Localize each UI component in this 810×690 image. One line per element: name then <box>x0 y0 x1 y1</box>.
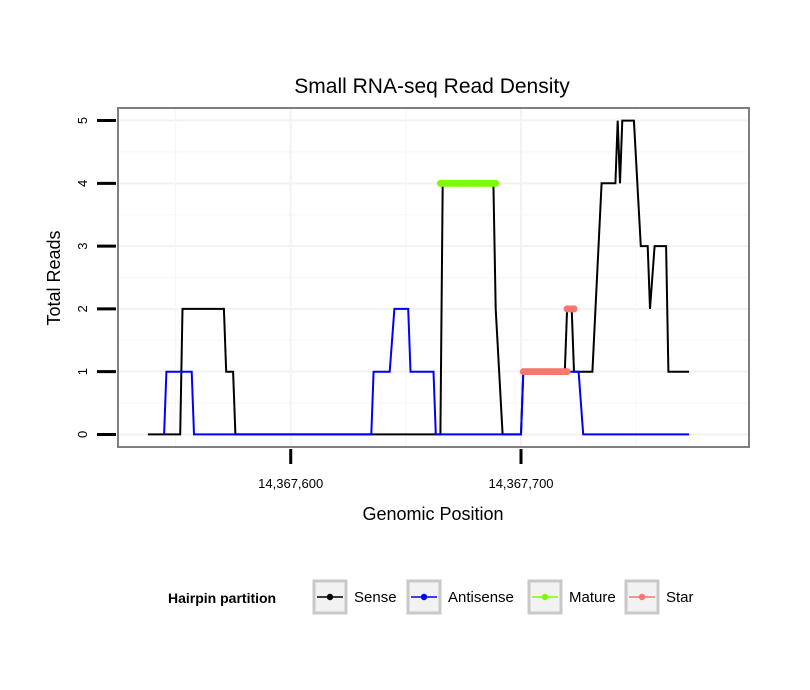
chart-title: Small RNA-seq Read Density <box>294 75 570 98</box>
legend-key-point <box>420 593 428 601</box>
y-tick-label: 4 <box>75 180 90 187</box>
x-axis-title: Genomic Position <box>362 504 503 524</box>
legend-item-mature: Mature <box>527 579 616 615</box>
legend-item-star: Star <box>624 579 694 615</box>
data-point-star <box>570 305 578 313</box>
data-point-mature <box>492 179 500 187</box>
legend-label: Star <box>666 589 694 606</box>
legend-label: Antisense <box>448 589 514 606</box>
series-layer <box>147 119 690 436</box>
y-tick-label: 5 <box>75 117 90 124</box>
legend-key-point <box>326 593 334 601</box>
legend-item-sense: Sense <box>312 579 397 615</box>
y-tick-label: 3 <box>75 242 90 249</box>
y-tick-label: 1 <box>75 368 90 375</box>
y-tick-label: 0 <box>75 431 90 438</box>
legend-label: Mature <box>569 589 616 606</box>
legend-title: Hairpin partition <box>168 590 276 606</box>
legend-key-point <box>638 593 646 601</box>
legend: Hairpin partition Sense Antisense Mature St… <box>168 579 694 615</box>
legend-label: Sense <box>354 589 397 606</box>
x-tick-label: 14,367,600 <box>258 476 323 491</box>
x-tick-label: 14,367,700 <box>488 476 553 491</box>
data-point-star <box>563 368 571 376</box>
y-tick-label: 2 <box>75 305 90 312</box>
axes: 0 1 2 3 4 5 14,367,600 14,367,700 <box>75 117 554 491</box>
y-axis-title: Total Reads <box>44 230 64 325</box>
legend-item-antisense: Antisense <box>406 579 514 615</box>
legend-key-point <box>541 593 549 601</box>
